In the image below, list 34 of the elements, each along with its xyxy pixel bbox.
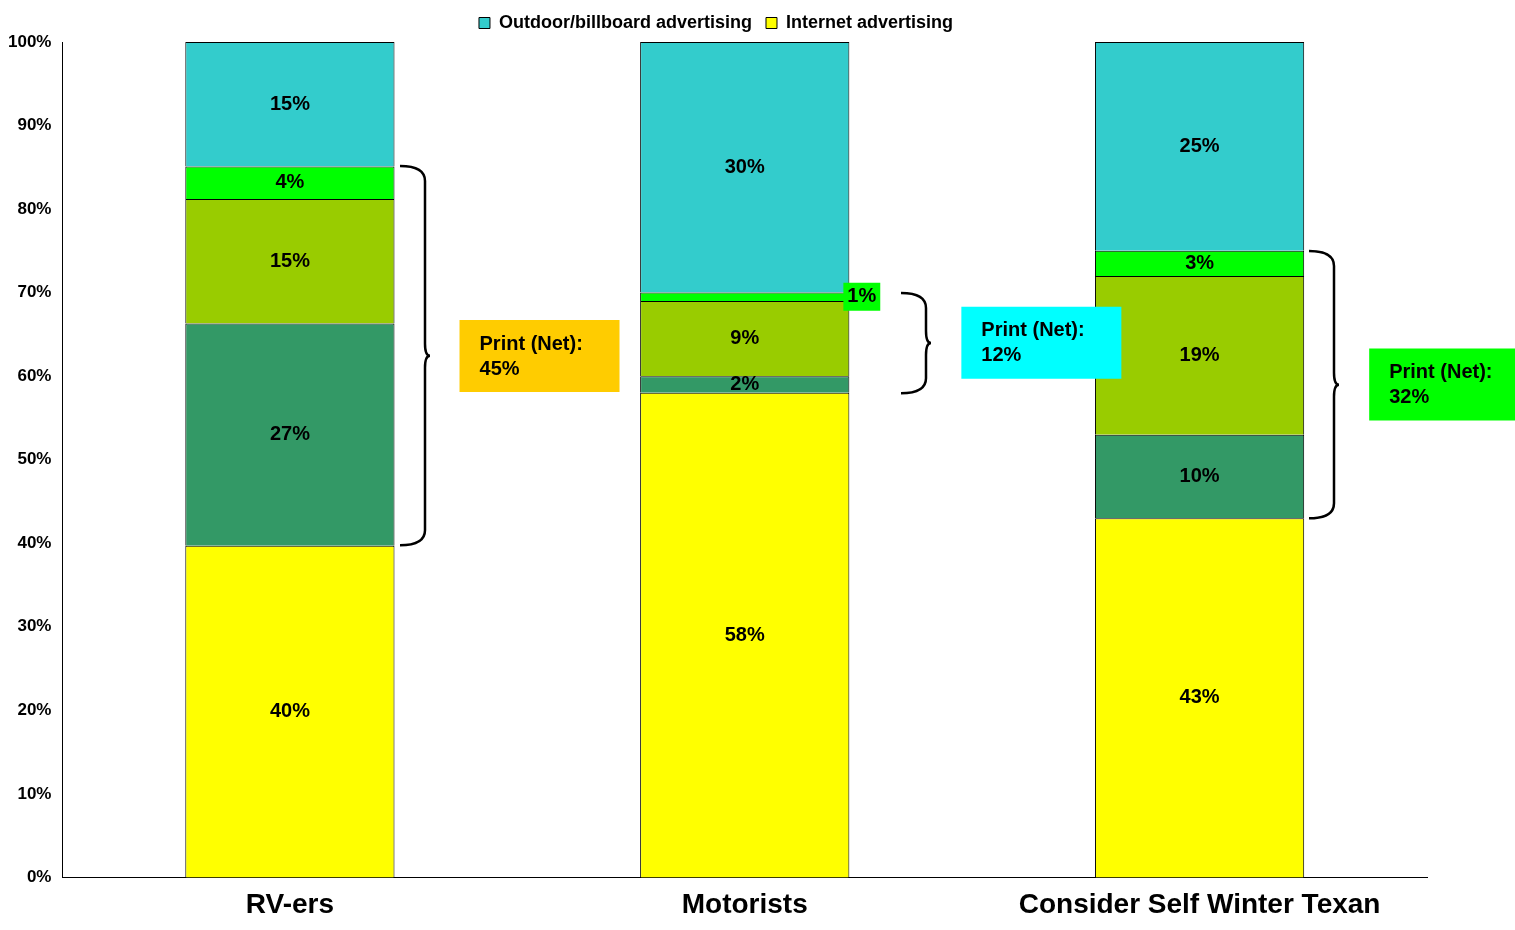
y-tick-label: 0%: [26, 867, 52, 887]
y-tick-label: 50%: [17, 449, 52, 469]
x-tick-label: Motorists: [681, 887, 808, 919]
y-tick-label: 80%: [17, 198, 52, 218]
y-tick-label: 10%: [17, 783, 52, 803]
data-label: 40%: [269, 699, 311, 722]
data-label: 19%: [1179, 342, 1220, 365]
legend-label: Internet advertising: [785, 11, 954, 32]
data-label: 9%: [730, 326, 760, 349]
y-tick-label: 30%: [17, 616, 52, 636]
x-tick-label: Consider Self Winter Texan: [1018, 887, 1381, 919]
data-label: 1%: [847, 284, 877, 307]
data-label: 2%: [730, 372, 760, 395]
data-label: 15%: [269, 91, 311, 114]
data-label: 43%: [1179, 685, 1220, 708]
y-tick-label: 20%: [17, 700, 52, 720]
data-label: 27%: [269, 422, 311, 445]
annotation: Print (Net): 12%: [981, 318, 1085, 366]
data-label: 3%: [1185, 250, 1215, 273]
y-tick-label: 70%: [17, 282, 52, 302]
y-tick-label: 60%: [17, 365, 52, 385]
y-tick-label: 40%: [17, 532, 52, 552]
data-label: 58%: [724, 622, 765, 645]
data-label: 25%: [1179, 133, 1220, 156]
data-label: 30%: [724, 154, 765, 177]
data-label: 10%: [1179, 463, 1220, 486]
legend-label: Outdoor/billboard advertising: [498, 11, 752, 32]
data-label: 15%: [269, 248, 311, 271]
y-tick-label: 100%: [8, 31, 52, 51]
annotation: Print (Net): 32%: [1389, 360, 1493, 408]
data-label: 4%: [275, 170, 305, 193]
annotation: Print (Net): 45%: [479, 331, 583, 379]
x-tick-label: RV-ers: [245, 887, 335, 919]
y-tick-label: 90%: [17, 115, 52, 135]
